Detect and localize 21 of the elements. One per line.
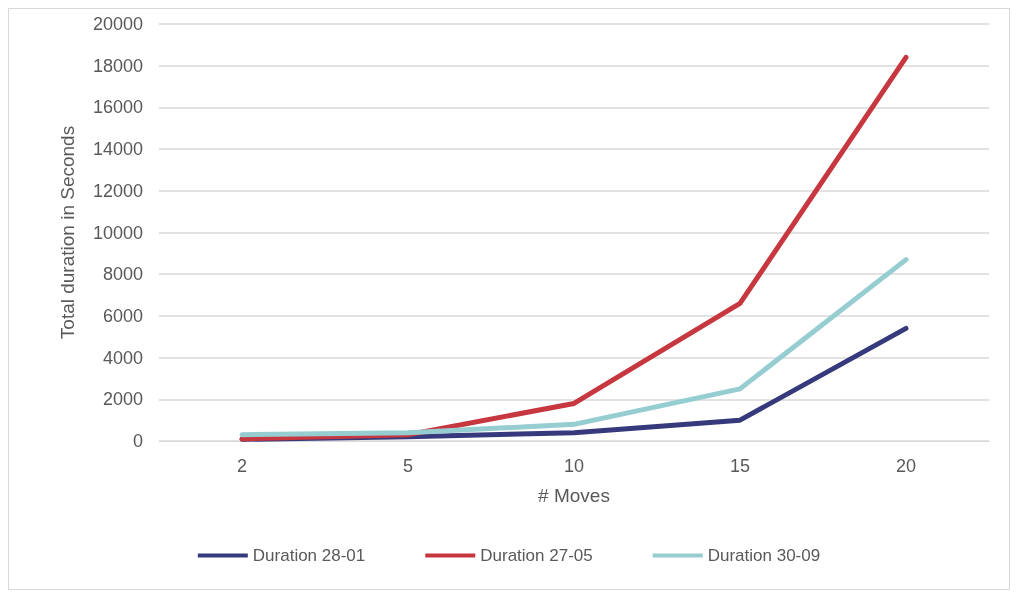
y-tick-label: 2000 — [102, 389, 143, 410]
y-tick-label: 0 — [132, 431, 143, 451]
legend-label: Duration 28-01 — [252, 546, 366, 565]
y-tick-label: 18000 — [92, 55, 143, 76]
x-tick-label: 5 — [402, 456, 414, 476]
y-axis-title: Total duration in Seconds — [57, 125, 78, 340]
legend-label: Duration 27-05 — [480, 546, 593, 565]
x-tick-label: 10 — [563, 456, 585, 476]
y-tick-label: 20000 — [92, 14, 143, 34]
y-tick-label: 6000 — [102, 305, 143, 326]
y-tick-label: 12000 — [92, 180, 143, 201]
x-tick-label: 15 — [729, 456, 751, 476]
legend-label: Duration 30-09 — [707, 546, 821, 565]
x-tick-label: 20 — [895, 456, 917, 476]
y-tick-label: 14000 — [92, 139, 143, 160]
y-tick-label: 8000 — [102, 264, 143, 285]
y-tick-label: 16000 — [92, 97, 143, 118]
y-tick-label: 10000 — [92, 222, 143, 243]
y-tick-label: 4000 — [102, 347, 143, 368]
x-tick-label: 2 — [236, 456, 248, 476]
x-axis-title: # Moves — [538, 485, 610, 506]
